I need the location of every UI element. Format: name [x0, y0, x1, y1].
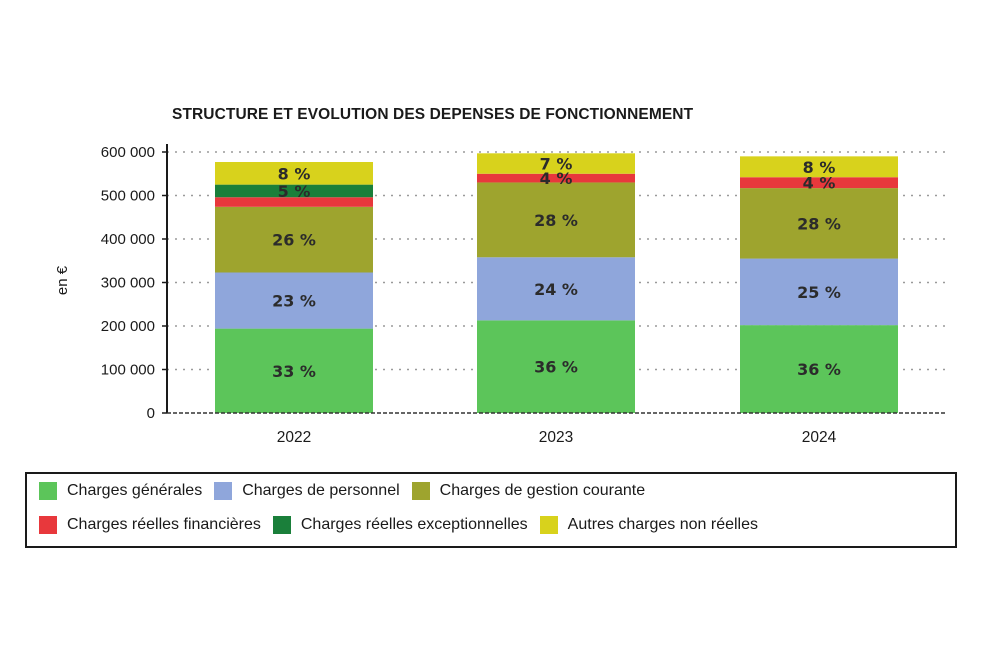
- legend-swatch: [411, 482, 430, 500]
- bar-segment: [740, 177, 898, 189]
- y-tick-label: 300 000: [101, 275, 155, 292]
- data-label: 33 %: [272, 362, 316, 381]
- legend-label: Charges réelles exceptionnelles: [300, 516, 528, 533]
- data-labels: 33 %23 %26 %5 %8 %36 %24 %28 %4 %7 %36 %…: [272, 155, 841, 381]
- data-label: 4 %: [803, 174, 836, 193]
- bar-segment: [477, 182, 635, 258]
- y-tick-label: 500 000: [101, 188, 155, 205]
- legend-swatch: [539, 516, 558, 534]
- chart-title: STRUCTURE ET EVOLUTION DES DEPENSES DE F…: [172, 106, 694, 123]
- data-label: 7 %: [540, 155, 573, 174]
- legend-item-autres-charges: Autres charges non réelles: [539, 516, 758, 534]
- bar-segment: [477, 320, 635, 413]
- bar-segment: [215, 197, 373, 207]
- y-axis-label: en €: [54, 265, 71, 295]
- legend-label: Charges de personnel: [242, 482, 400, 499]
- bar-segment: [740, 325, 898, 413]
- legend-row-1: Charges générales Charges de personnel C…: [39, 482, 657, 500]
- bar-segment: [477, 257, 635, 321]
- legend-label: Charges générales: [67, 482, 203, 499]
- y-tick-label: 400 000: [101, 231, 155, 248]
- legend-item-charges-financieres: Charges réelles financières: [39, 516, 261, 534]
- bar-segment: [215, 162, 373, 185]
- legend-swatch: [39, 482, 57, 500]
- legend-item-charges-generales: Charges générales: [39, 482, 202, 500]
- x-tick-label: 2023: [539, 429, 573, 446]
- legend-label: Autres charges non réelles: [567, 516, 758, 533]
- x-tick-label: 2024: [802, 429, 837, 446]
- data-label: 4 %: [540, 169, 573, 188]
- bar-segment: [477, 173, 635, 183]
- bar-segment: [740, 188, 898, 259]
- bar-segment: [740, 258, 898, 326]
- data-label: 5 %: [278, 182, 311, 201]
- data-label: 36 %: [534, 358, 578, 377]
- y-tick-label: 600 000: [101, 144, 155, 161]
- data-label: 36 %: [797, 360, 841, 379]
- legend: Charges générales Charges de personnel C…: [25, 472, 957, 548]
- data-label: 28 %: [534, 211, 578, 230]
- data-label: 23 %: [272, 292, 316, 311]
- data-label: 8 %: [803, 158, 836, 177]
- bar-segment: [215, 272, 373, 329]
- legend-row-2: Charges réelles financières Charges réel…: [39, 516, 770, 534]
- bar-segment: [215, 328, 373, 413]
- legend-swatch: [272, 516, 291, 534]
- legend-label: Charges réelles financières: [67, 516, 261, 533]
- legend-item-charges-exceptionnelles: Charges réelles exceptionnelles: [272, 516, 528, 534]
- legend-swatch: [214, 482, 233, 500]
- legend-item-charges-personnel: Charges de personnel: [214, 482, 400, 500]
- axes: 0 100 000 200 000 300 000 400 000 500 000 600 …: [54, 144, 945, 446]
- y-tick-label: 0: [147, 405, 155, 422]
- y-tick-label: 100 000: [101, 362, 155, 379]
- bar-segment: [215, 206, 373, 273]
- legend-item-charges-gestion-courante: Charges de gestion courante: [411, 482, 646, 500]
- data-label: 8 %: [278, 164, 311, 183]
- data-label: 26 %: [272, 231, 316, 250]
- legend-swatch: [39, 516, 57, 534]
- legend-label: Charges de gestion courante: [439, 482, 646, 499]
- bar-segment: [740, 156, 898, 178]
- bar-segment: [477, 153, 635, 174]
- bars: [215, 153, 898, 413]
- bar-segment: [215, 184, 373, 198]
- x-tick-label: 2022: [277, 429, 311, 446]
- data-label: 24 %: [534, 280, 578, 299]
- data-label: 28 %: [797, 214, 841, 233]
- data-label: 25 %: [797, 283, 841, 302]
- y-tick-label: 200 000: [101, 318, 155, 335]
